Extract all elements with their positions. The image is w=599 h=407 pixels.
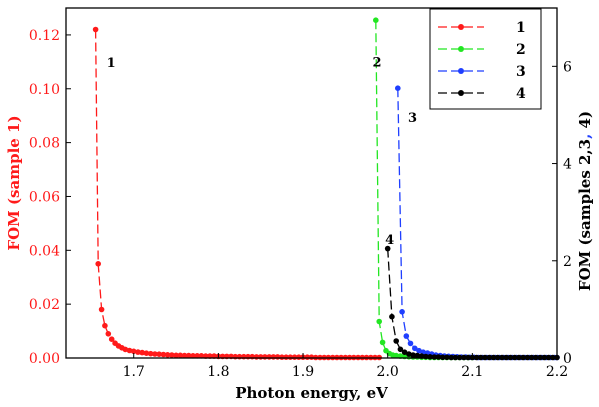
x-tick-label: 2.0	[377, 364, 399, 380]
legend-entry-2: 2	[438, 42, 526, 58]
data-point-1	[181, 352, 188, 359]
data-point-4	[444, 354, 450, 361]
data-point-1	[147, 350, 154, 357]
data-point-2	[373, 17, 379, 24]
y-right-axis-title-part: ,	[576, 134, 594, 139]
series-line-3	[397, 88, 557, 359]
data-point-1	[92, 26, 99, 33]
data-point-3	[399, 309, 405, 315]
curve-label-2: 2	[372, 55, 381, 70]
data-point-3	[416, 347, 422, 354]
y-right-tick-label: 0	[563, 351, 572, 367]
data-point-1	[194, 353, 200, 359]
legend-swatch-marker	[458, 46, 464, 52]
y-right-axis-title-part: FOM (samples 2,3	[576, 139, 594, 291]
data-point-1	[135, 349, 141, 355]
data-point-3	[403, 333, 410, 339]
data-point-1	[185, 352, 192, 359]
data-point-1	[122, 346, 129, 353]
data-point-3	[407, 340, 414, 347]
data-point-2	[379, 339, 386, 346]
data-point-1	[152, 351, 158, 357]
legend-label: 2	[516, 42, 526, 58]
x-tick-label: 1.8	[207, 364, 229, 380]
y-right-axis-title: FOM (samples 2,3, 4)	[576, 111, 594, 291]
y-left-tick-label: 0.00	[29, 351, 60, 367]
x-tick-label: 1.7	[123, 364, 145, 380]
legend-label: 3	[516, 64, 526, 80]
y-right-tick-label: 6	[563, 59, 572, 75]
legend-entry-3: 3	[438, 64, 526, 80]
x-axis-title: Photon energy, eV	[235, 384, 388, 402]
data-point-1	[143, 350, 150, 357]
series-1	[92, 26, 383, 361]
data-point-1	[160, 351, 167, 358]
x-tick-label: 2.2	[546, 364, 568, 380]
data-point-2	[393, 352, 400, 359]
y-right-tick-label: 2	[563, 254, 572, 270]
series-line-4	[387, 248, 557, 359]
data-point-1	[173, 352, 179, 359]
y-right-tick-label: 4	[563, 157, 572, 173]
data-point-4	[414, 352, 421, 359]
series-line-1	[94, 29, 380, 359]
x-tick-label: 1.9	[292, 364, 314, 380]
data-point-1	[139, 349, 145, 356]
data-point-1	[130, 348, 137, 355]
data-point-4	[393, 338, 400, 344]
y-left-tick-label: 0.12	[29, 28, 60, 44]
y-left-axis-title: FOM (sample 1)	[5, 115, 23, 250]
curve-label-3: 3	[408, 111, 417, 126]
data-point-4	[401, 349, 408, 356]
data-point-1	[105, 331, 112, 337]
curve-label-4: 4	[385, 233, 394, 248]
legend-entry-1: 1	[438, 20, 526, 36]
data-point-1	[102, 322, 108, 329]
data-point-1	[169, 352, 175, 358]
legend-swatch-marker	[458, 90, 464, 96]
y-left-tick-label: 0.06	[29, 189, 60, 205]
data-point-1	[198, 353, 205, 359]
data-point-3	[412, 345, 418, 352]
legend-swatch-marker	[458, 24, 464, 30]
data-point-1	[164, 352, 171, 358]
plot-frame	[65, 7, 558, 359]
x-tick-label: 2.1	[461, 364, 483, 380]
data-point-1	[108, 336, 115, 343]
data-point-2	[376, 318, 383, 325]
data-point-1	[156, 351, 162, 358]
data-point-1	[177, 352, 184, 359]
data-point-1	[126, 347, 133, 354]
data-point-4	[439, 354, 446, 361]
y-left-tick-label: 0.08	[29, 136, 60, 152]
series-3	[395, 85, 560, 361]
legend-swatch-marker	[458, 68, 464, 74]
curve-label-1: 1	[107, 56, 116, 71]
legend-entry-4: 4	[438, 86, 526, 102]
data-point-4	[397, 346, 404, 353]
legend-label: 4	[516, 86, 526, 102]
data-point-4	[389, 313, 395, 320]
data-point-3	[395, 85, 401, 91]
data-point-1	[190, 353, 196, 359]
data-point-4	[410, 352, 416, 358]
data-point-4	[384, 245, 391, 252]
data-point-1	[98, 306, 105, 313]
y-left-tick-label: 0.10	[29, 82, 60, 98]
y-right-axis-title-part: 4)	[576, 111, 594, 134]
y-left-tick-label: 0.04	[29, 243, 60, 259]
data-point-4	[406, 351, 412, 357]
legend-box	[429, 8, 542, 110]
data-point-1	[95, 261, 101, 267]
y-left-tick-label: 0.02	[29, 297, 60, 313]
legend-label: 1	[516, 20, 526, 36]
